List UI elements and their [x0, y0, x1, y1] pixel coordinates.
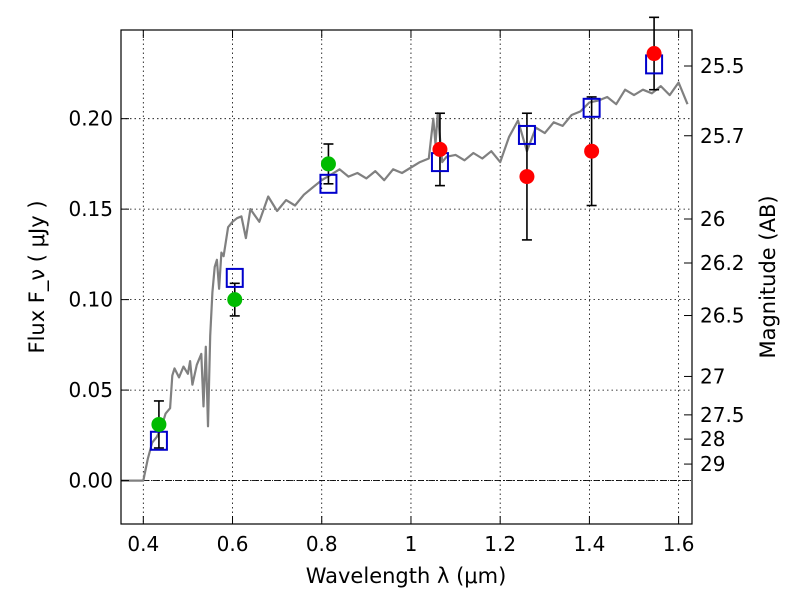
plot-frame	[120, 29, 693, 525]
grid-lines	[121, 30, 692, 524]
mag-tick-label: 28	[700, 427, 725, 451]
red-point	[519, 169, 535, 185]
red-point	[432, 141, 448, 157]
x-tick-label: 1.6	[663, 532, 695, 556]
right-axis-title: Magnitude (AB)	[756, 195, 780, 358]
red-point	[646, 46, 662, 62]
observed-points	[151, 46, 662, 432]
tick-labels: 0.4 0.6 0.8 1 1.2 1.4 1.6 0.00 0.05 0.10 0.15 0.20 2…	[68, 54, 744, 556]
y-axis-title: Flux F_ν ( μJy )	[25, 200, 50, 353]
x-tick-label: 0.6	[217, 532, 249, 556]
mag-tick-label: 25.5	[700, 54, 745, 78]
y-tick-label: 0.00	[68, 469, 113, 493]
model-box	[517, 124, 536, 145]
x-axis-title: Wavelength λ (μm)	[306, 564, 507, 588]
mag-tick-label: 26.2	[700, 251, 745, 275]
model-box	[319, 173, 338, 194]
x-tick-label: 1.4	[573, 532, 605, 556]
green-point	[227, 292, 243, 308]
x-tick-label: 0.8	[306, 532, 338, 556]
x-tick-label: 1.2	[484, 532, 516, 556]
model-spectrum-line	[121, 81, 689, 482]
mag-tick-label: 26.5	[700, 304, 745, 328]
x-tick-label: 0.4	[127, 532, 159, 556]
mag-tick-label: 27	[700, 364, 725, 388]
mag-tick-label: 25.7	[700, 124, 745, 148]
axis-ticks	[121, 30, 692, 524]
mag-tick-label: 29	[700, 452, 725, 476]
model-box	[225, 267, 244, 288]
red-point	[584, 143, 600, 159]
x-tick-label: 1	[405, 532, 418, 556]
y-tick-label: 0.05	[68, 378, 113, 402]
y-tick-label: 0.15	[68, 197, 113, 221]
mag-tick-label: 26	[700, 207, 725, 231]
mag-tick-label: 27.5	[700, 403, 745, 427]
error-bars	[153, 16, 660, 449]
model-box	[582, 97, 601, 118]
model-spectrum	[121, 81, 689, 482]
green-point	[320, 156, 336, 172]
y-tick-label: 0.10	[68, 288, 113, 312]
y-tick-label: 0.20	[68, 107, 113, 131]
green-point	[151, 416, 167, 432]
